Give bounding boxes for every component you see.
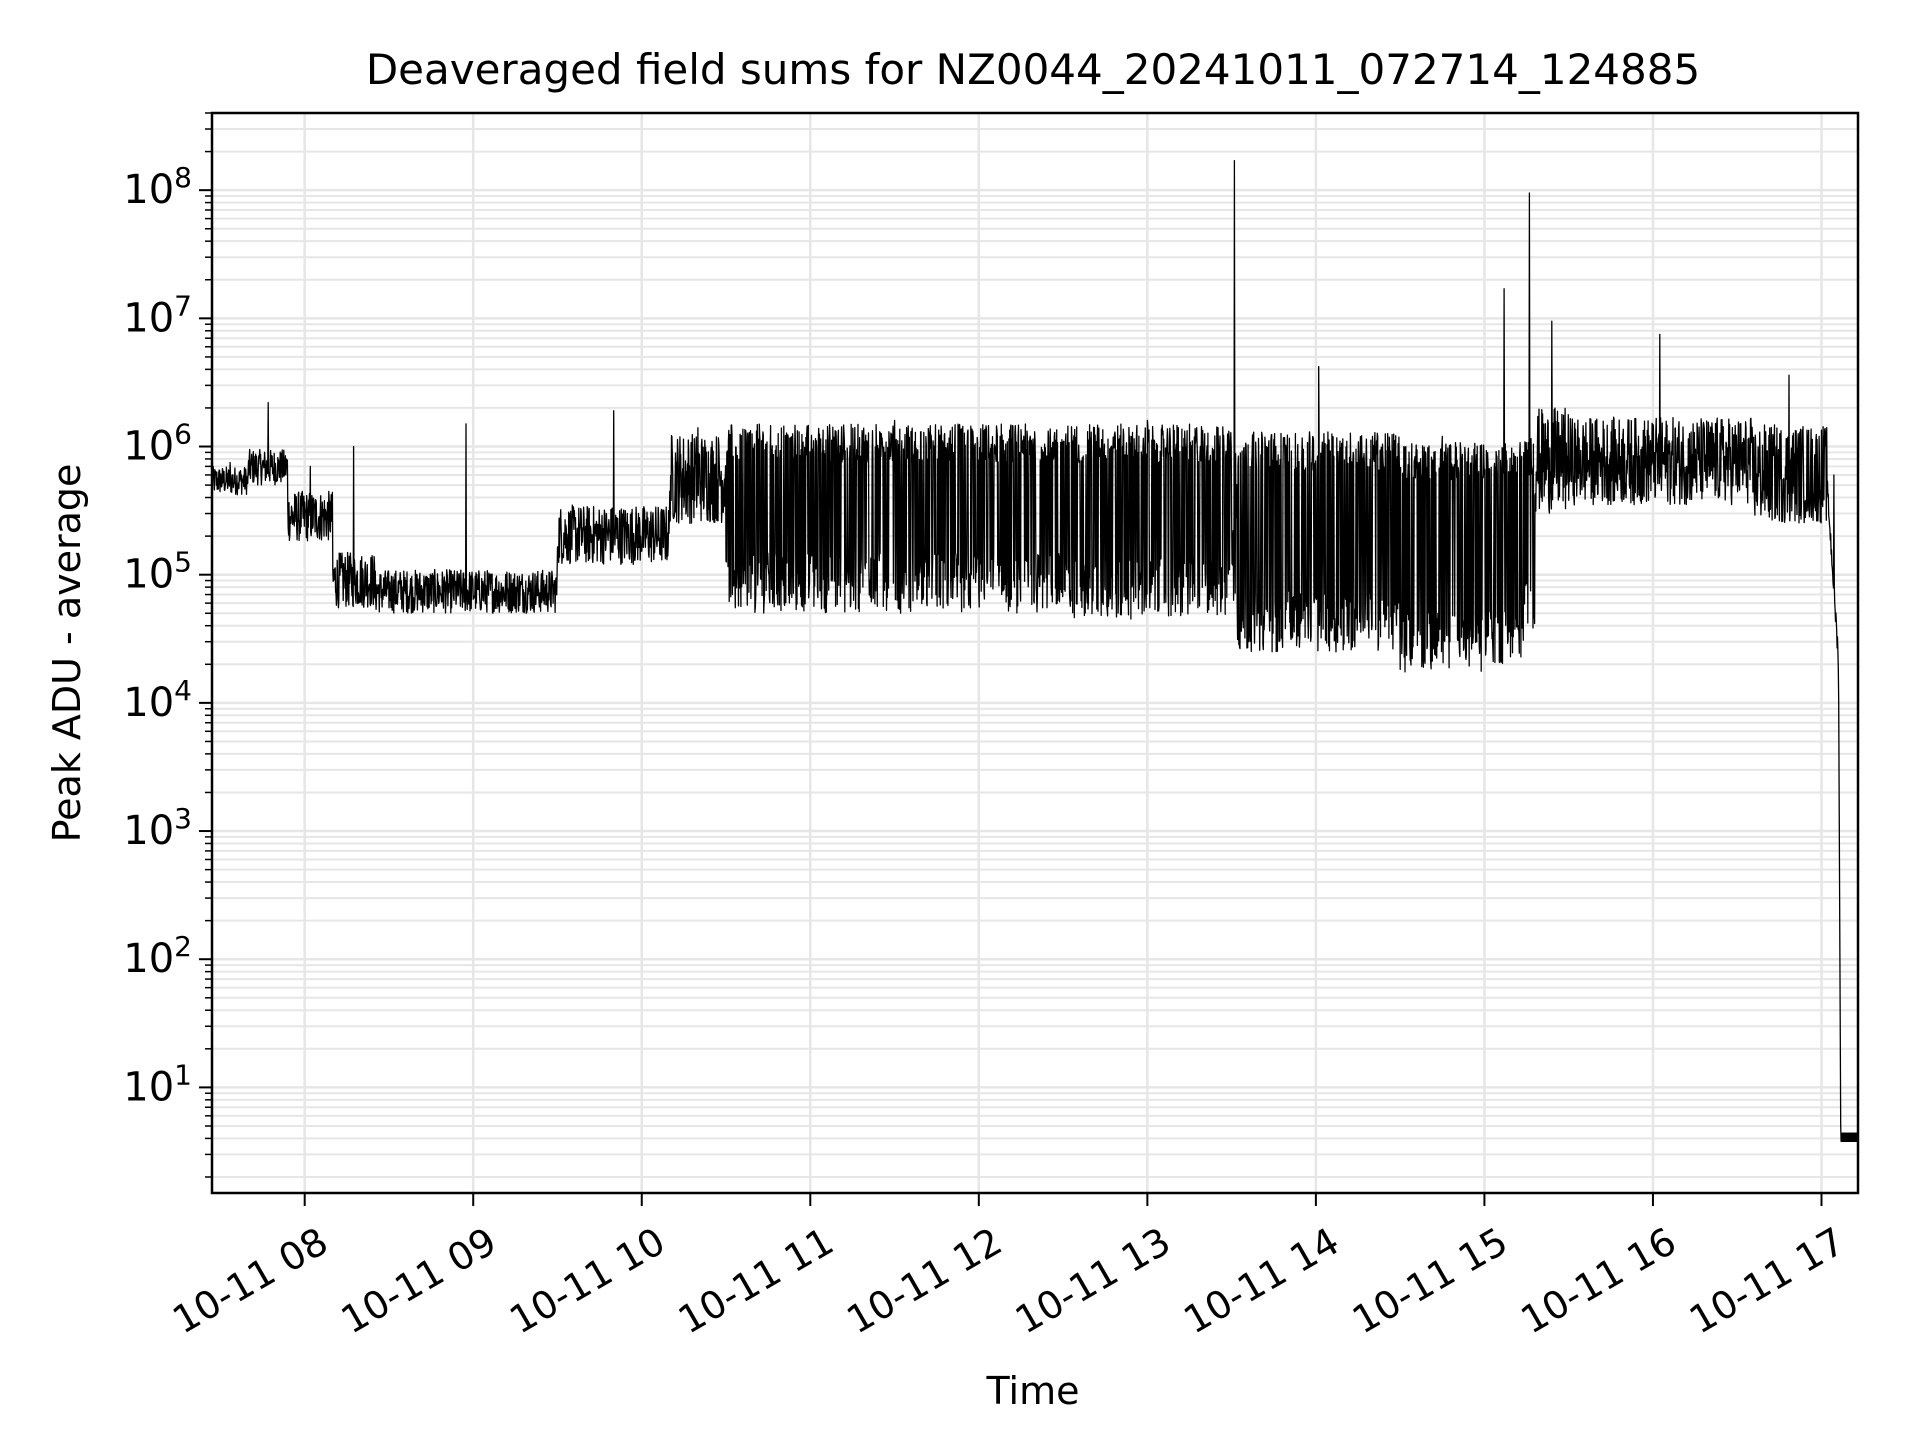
y-axis-label: Peak ADU - average <box>45 464 89 843</box>
plot-frame <box>210 111 1860 1195</box>
y-tick-label: 103 <box>123 802 192 854</box>
y-axis: 101 102 103 104 105 106 107 108 <box>123 112 212 1178</box>
y-tick-label: 104 <box>123 674 192 726</box>
y-tick-label: 101 <box>123 1058 192 1110</box>
y-tick-label: 105 <box>123 546 192 598</box>
y-tick-label: 106 <box>123 418 192 470</box>
x-axis-label: Time <box>986 1369 1080 1413</box>
y-tick-label: 102 <box>123 930 192 982</box>
y-tick-label: 107 <box>123 289 192 341</box>
chart-title: Deaveraged field sums for NZ0044_2024101… <box>366 45 1700 94</box>
data-series <box>211 159 1859 1142</box>
y-tick-label: 108 <box>123 161 192 213</box>
series-line <box>211 159 1859 1142</box>
